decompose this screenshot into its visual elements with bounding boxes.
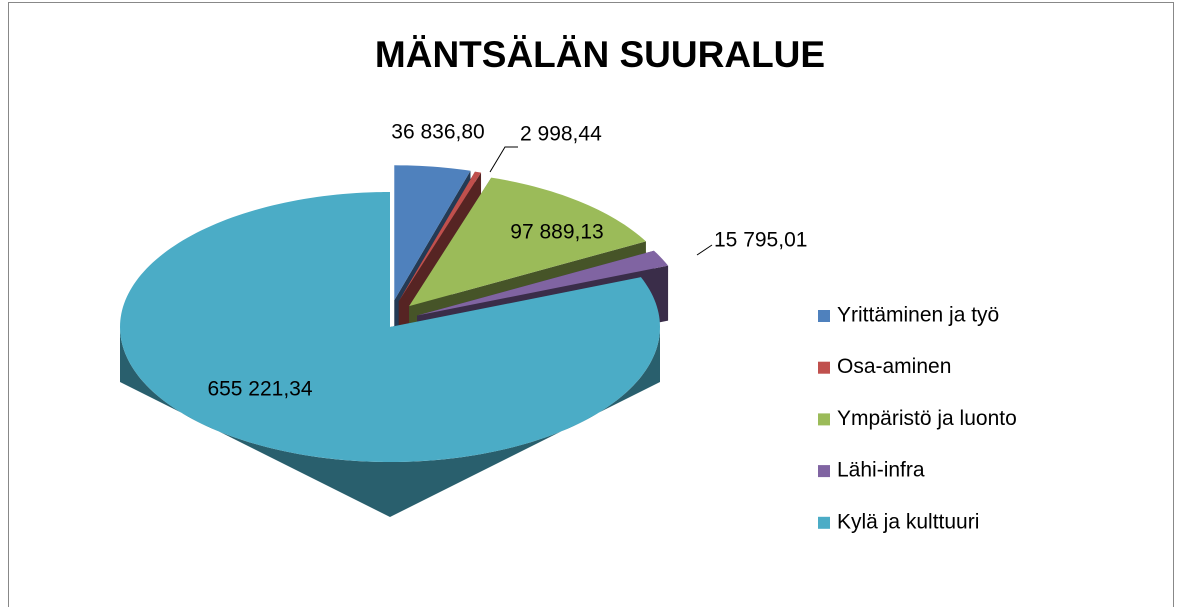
value-label: 2 998,44 <box>520 123 602 146</box>
legend-label: Yrittäminen ja työ <box>837 304 999 327</box>
slice <box>394 165 471 301</box>
slice <box>417 250 669 316</box>
leader-line <box>489 146 518 173</box>
legend-label: Ympäristö ja luonto <box>837 407 1017 430</box>
legend-swatch <box>818 310 830 322</box>
chart-title: MÄNTSÄLÄN SUURALUE <box>375 34 825 75</box>
legend-label: Osa-aminen <box>837 355 951 378</box>
legend-swatch <box>818 413 830 426</box>
slice <box>120 192 660 462</box>
slice <box>398 171 482 302</box>
legend-label: Kylä ja kulttuuri <box>837 510 979 533</box>
legend-swatch <box>818 516 830 529</box>
value-label: 36 836,80 <box>391 121 484 144</box>
value-label: 655 221,34 <box>207 378 312 401</box>
value-label: 97 889,13 <box>510 221 603 244</box>
value-label: 15 795,01 <box>714 229 807 252</box>
slice <box>409 177 646 307</box>
legend-swatch <box>818 361 830 374</box>
legend-label: Lähi-infra <box>837 459 925 482</box>
leader-line <box>696 244 713 256</box>
slice-side <box>120 327 660 517</box>
legend-swatch <box>818 465 830 478</box>
